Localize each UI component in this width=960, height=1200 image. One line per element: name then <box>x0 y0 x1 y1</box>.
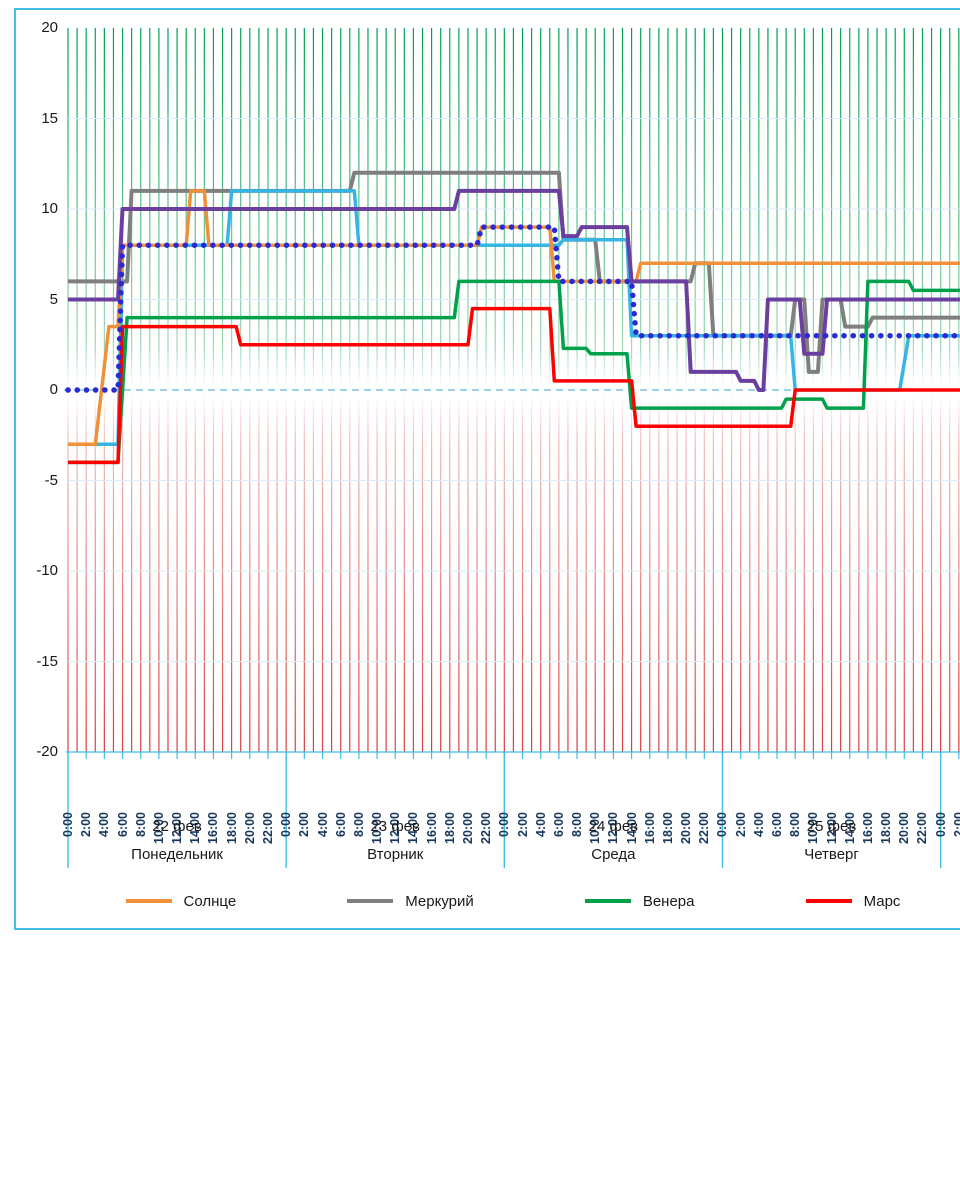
x-tick-label: 2:00 <box>951 812 960 838</box>
y-tick-label: 0 <box>49 381 58 398</box>
day-date-label: 24 фев <box>588 818 639 835</box>
legend-line-swatch <box>125 899 172 903</box>
legend-item: Меркурий <box>347 893 474 910</box>
chart-legend: Солнце Меркурий Венера Марс <box>70 888 956 914</box>
legend-item: Марс <box>805 892 901 910</box>
legend-item: Венера <box>584 892 695 910</box>
legend-label: Марс <box>863 892 901 910</box>
y-tick-label: 10 <box>41 200 58 217</box>
y-tick-label: 15 <box>41 109 58 127</box>
day-weekday-label: Четверг <box>804 846 859 863</box>
legend-line-swatch <box>347 899 394 903</box>
legend-item: Солнце <box>125 892 237 910</box>
y-tick-label: -5 <box>44 471 58 489</box>
legend-line-swatch <box>805 899 852 903</box>
legend-label: Венера <box>642 892 695 910</box>
day-weekday-label: Вторник <box>367 846 424 863</box>
y-tick-label: -15 <box>36 652 58 670</box>
day-weekday-label: Понедельник <box>131 846 223 863</box>
y-tick-label: -10 <box>36 562 58 579</box>
legend-line-swatch <box>584 899 631 903</box>
legend-label: Меркурий <box>405 892 474 910</box>
day-date-label: 23 фев <box>370 818 420 835</box>
y-tick-label: 5 <box>49 290 58 308</box>
y-tick-label: 20 <box>41 19 58 36</box>
day-weekday-label: Среда <box>591 846 636 863</box>
chart-frame <box>14 8 960 930</box>
legend-label: Солнце <box>183 892 237 910</box>
day-date-label: 25 фев <box>806 818 857 835</box>
day-date-label: 22 фев <box>152 818 202 835</box>
y-tick-label: -20 <box>36 743 58 760</box>
